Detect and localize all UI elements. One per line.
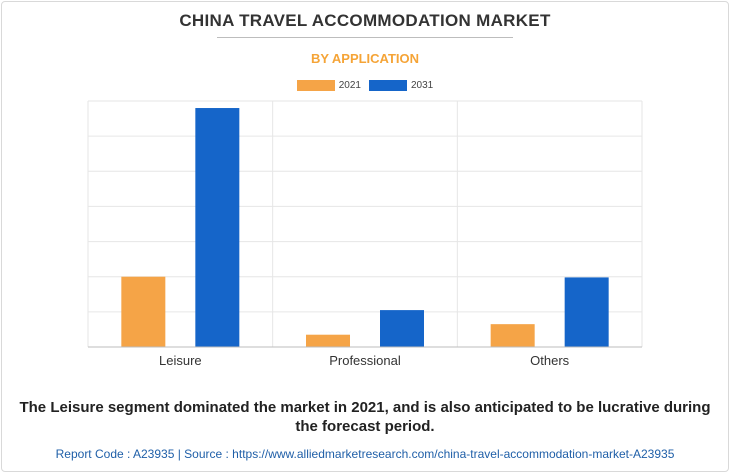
x-tick-label: Professional xyxy=(329,353,401,368)
x-tick-label: Leisure xyxy=(159,353,202,368)
source-footer[interactable]: Report Code : A23935 | Source : https://… xyxy=(55,447,675,461)
chart-subtitle: BY APPLICATION xyxy=(310,51,420,66)
bar-others-2031 xyxy=(564,277,609,347)
bar-professional-2021 xyxy=(306,334,350,347)
bar-others-2021 xyxy=(490,324,535,347)
title-divider xyxy=(217,37,513,38)
legend-swatch-2031 xyxy=(369,80,407,91)
legend-label-2021: 2021 xyxy=(338,80,361,91)
chart-caption: The Leisure segment dominated the market… xyxy=(19,399,711,435)
bar-professional-2031 xyxy=(380,310,424,347)
legend-label-2031: 2031 xyxy=(411,80,434,91)
chart-legend: 2021 2031 xyxy=(0,80,730,91)
bar-leisure-2031 xyxy=(195,108,240,348)
chart-title: CHINA TRAVEL ACCOMMODATION MARKET xyxy=(179,11,551,30)
legend-swatch-2021 xyxy=(296,80,335,91)
x-tick-label: Others xyxy=(530,353,570,368)
legend-item-2021[interactable]: 2021 xyxy=(296,80,361,91)
bar-leisure-2021 xyxy=(121,276,166,347)
legend-item-2031[interactable]: 2031 xyxy=(369,80,433,91)
